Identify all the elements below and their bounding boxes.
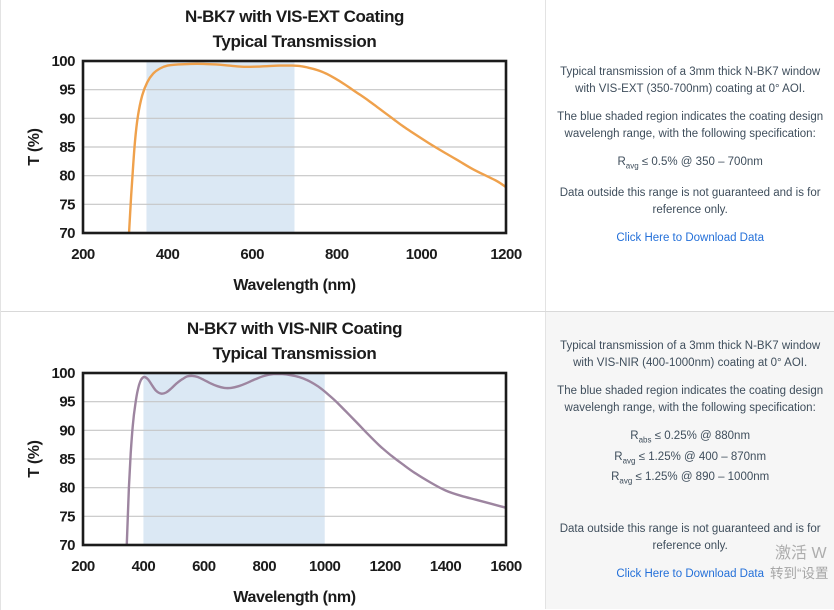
y-tick-label: 90: [59, 422, 75, 439]
chart-title: N-BK7 with VIS-NIR Coating: [186, 319, 403, 338]
y-axis-label: T (%): [26, 128, 43, 165]
vis-ext-info-panel: Typical transmission of a 3mm thick N-BK…: [545, 0, 834, 311]
x-tick-label: 200: [71, 558, 95, 575]
y-axis-label: T (%): [26, 440, 43, 477]
x-tick-label: 1000: [406, 246, 438, 263]
download-data-link[interactable]: Click Here to Download Data: [616, 567, 764, 580]
x-axis-label: Wavelength (nm): [233, 589, 355, 606]
x-tick-label: 600: [240, 246, 264, 263]
transmission-curve: [127, 62, 506, 233]
chart-title: N-BK7 with VIS-EXT Coating: [184, 7, 405, 26]
x-tick-label: 1000: [309, 558, 341, 575]
panel-specs: Rabs ≤ 0.25% @ 880nm Ravg ≤ 1.25% @ 400 –…: [555, 428, 825, 489]
x-axis-label: Wavelength (nm): [233, 277, 355, 294]
chart-subtitle: Typical Transmission: [212, 32, 377, 51]
spec-line: Rabs ≤ 0.25% @ 880nm: [630, 430, 751, 445]
y-tick-label: 85: [59, 451, 75, 468]
panel-disclaimer: Data outside this range is not guarantee…: [559, 522, 821, 552]
panel-disclaimer: Data outside this range is not guarantee…: [559, 187, 821, 217]
vis-ext-row: N-BK7 with VIS-EXT Coating Typical Trans…: [1, 0, 834, 312]
panel-description: Typical transmission of a 3mm thick N-BK…: [560, 340, 821, 370]
x-tick-label: 800: [325, 246, 349, 263]
plot-frame: [81, 371, 508, 547]
panel-shaded-region-note: The blue shaded region indicates the coa…: [557, 385, 824, 415]
y-tick-label: 95: [59, 394, 75, 411]
spec-line: Ravg ≤ 1.25% @ 400 – 870nm: [614, 450, 767, 465]
y-tick-label: 80: [59, 480, 75, 497]
x-tick-label: 400: [156, 246, 180, 263]
vis-nir-chart-titles: N-BK7 with VIS-NIR Coating Typical Trans…: [83, 316, 506, 366]
vis-ext-chart-cell: N-BK7 with VIS-EXT Coating Typical Trans…: [1, 0, 546, 311]
x-tick-label: 1200: [369, 558, 401, 575]
y-tick-label: 75: [59, 196, 75, 213]
transmission-curve: [125, 373, 506, 545]
vis-nir-chart-cell: N-BK7 with VIS-NIR Coating Typical Trans…: [1, 312, 546, 609]
vis-ext-transmission-chart: 70 75 80 85 90 95 100 200 400 600 800 1000 1200 Wavel…: [26, 54, 522, 294]
y-tick-label: 100: [51, 366, 75, 382]
x-tick-label: 600: [192, 558, 216, 575]
y-tick-label: 80: [59, 168, 75, 185]
y-tick-label: 85: [59, 139, 75, 156]
spec-line: Ravg ≤ 0.5% @ 350 – 700nm: [617, 155, 763, 171]
spec-line: Ravg ≤ 1.25% @ 890 – 1000nm: [611, 470, 770, 486]
chart-subtitle: Typical Transmission: [212, 344, 377, 363]
panel-description: Typical transmission of a 3mm thick N-BK…: [560, 65, 821, 95]
vis-nir-transmission-chart: 70 75 80 85 90 95 100 200 400 600 800 1000 1200 1400 1…: [26, 366, 522, 606]
y-tick-label: 100: [51, 54, 75, 70]
x-tick-label: 1400: [430, 558, 462, 575]
x-tick-label: 400: [132, 558, 156, 575]
download-data-link[interactable]: Click Here to Download Data: [616, 232, 764, 245]
y-tick-label: 70: [59, 225, 75, 242]
x-tick-label: 800: [253, 558, 277, 575]
plot-frame: [81, 59, 508, 235]
vis-nir-row: N-BK7 with VIS-NIR Coating Typical Trans…: [1, 312, 834, 609]
x-tick-label: 1600: [490, 558, 522, 575]
panel-specs: Ravg ≤ 0.5% @ 350 – 700nm: [555, 154, 825, 174]
vis-nir-info-panel: Typical transmission of a 3mm thick N-BK…: [545, 312, 834, 609]
y-tick-label: 75: [59, 508, 75, 525]
y-tick-label: 95: [59, 82, 75, 99]
y-tick-label: 70: [59, 537, 75, 554]
x-tick-label: 1200: [490, 246, 522, 263]
vis-ext-chart-titles: N-BK7 with VIS-EXT Coating Typical Trans…: [83, 4, 506, 54]
x-tick-label: 200: [71, 246, 95, 263]
panel-shaded-region-note: The blue shaded region indicates the coa…: [557, 110, 824, 140]
y-tick-label: 90: [59, 110, 75, 127]
